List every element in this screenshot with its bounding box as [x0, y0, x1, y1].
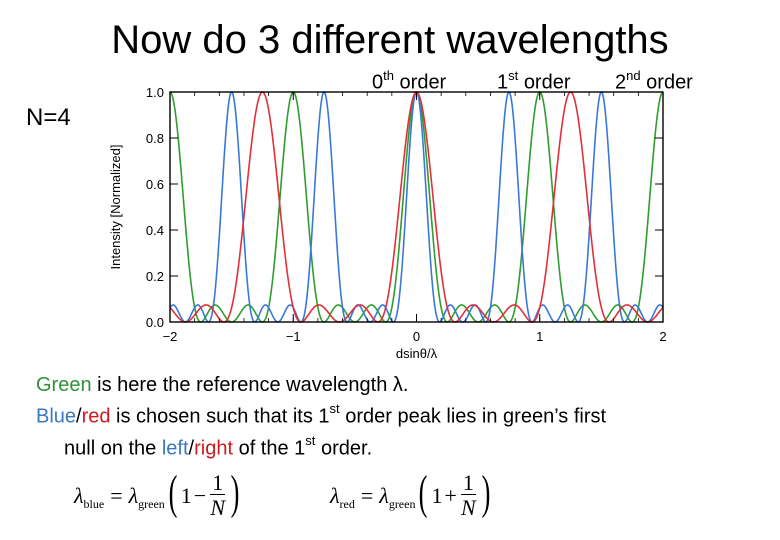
caption-line-2: Blue/red is chosen such that its 1st ord… — [36, 401, 607, 428]
intensity-chart: −2 −1 0 1 2 0.0 0.2 0.4 0.6 0.8 1.0 dsinθ/λ Intensit… — [108, 85, 667, 361]
caption-line-3: null on the left/right of the 1st order. — [64, 432, 373, 460]
y-tick-label-3: 0.6 — [146, 177, 164, 192]
y-tick-label-1: 0.2 — [146, 269, 164, 284]
formula-red: λ red = λ green (1 + 1 N) — [330, 466, 491, 520]
x-tick-label-3: 1 — [536, 329, 543, 344]
order-label-0: 0th order — [372, 68, 447, 94]
x-axis-label: dsinθ/λ — [396, 346, 438, 361]
caption: Green is here the reference wavelength λ… — [36, 372, 756, 461]
page-title: Now do 3 different wavelengths — [111, 18, 669, 62]
caption-line-1: Green is here the reference wavelength λ… — [36, 374, 409, 396]
plot-frame — [169, 91, 664, 323]
x-tick-label-4: 2 — [659, 329, 666, 344]
series-line-2 — [169, 91, 664, 323]
order-label-2: 2nd order — [615, 68, 693, 94]
x-tick-label-1: −1 — [286, 329, 301, 344]
n-label: N=4 — [26, 104, 71, 131]
y-tick-label-4: 0.8 — [146, 131, 164, 146]
y-axis-label: Intensity [Normalized] — [108, 145, 123, 270]
series-line-0 — [169, 91, 664, 323]
series-line-1 — [169, 91, 664, 323]
y-tick-label-2: 0.4 — [146, 223, 164, 238]
formula-blue: λ blue = λ green (1− 1 N) — [74, 466, 240, 520]
order-label-1: 1st order — [497, 68, 571, 94]
y-tick-label-5: 1.0 — [146, 85, 164, 100]
x-tick-label-2: 0 — [413, 329, 420, 344]
y-tick-label-0: 0.0 — [146, 315, 164, 330]
x-tick-label-0: −2 — [163, 329, 178, 344]
